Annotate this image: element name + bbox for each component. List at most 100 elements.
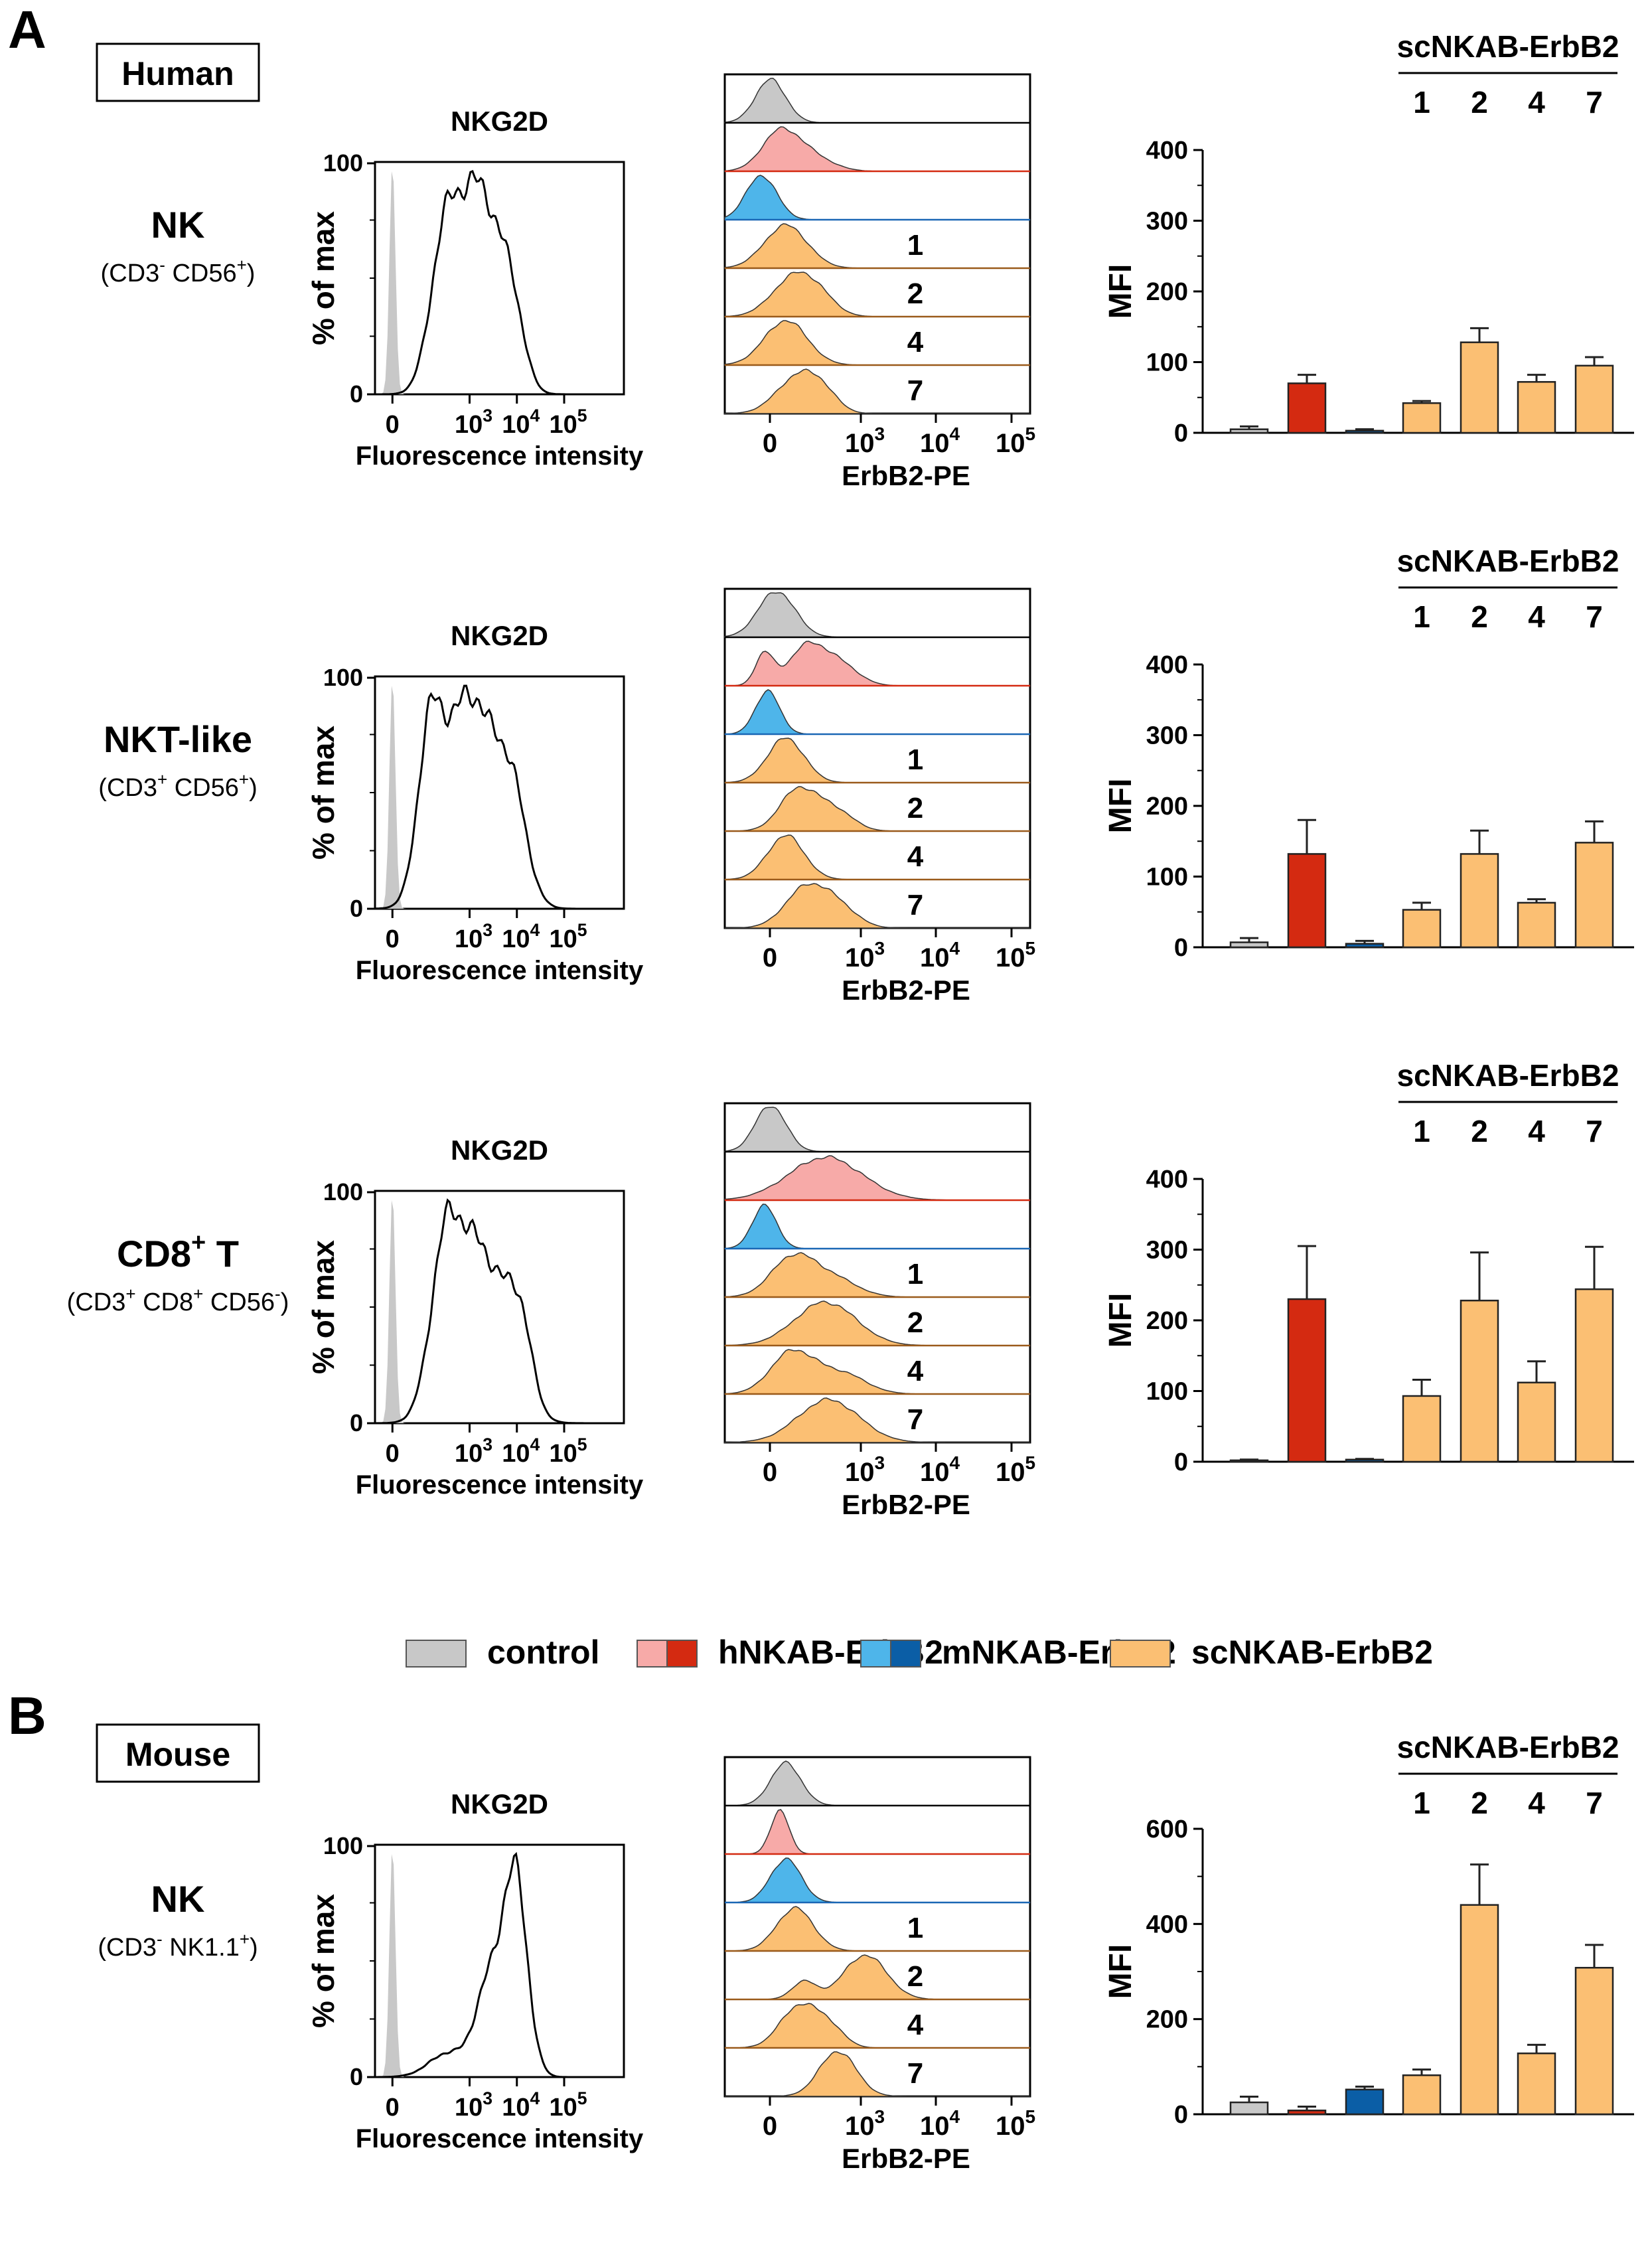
group-number-label: 7 (1586, 1786, 1603, 1820)
bar-4 (1517, 2053, 1556, 2116)
stack-histogram-hnkab (725, 641, 1030, 686)
group-number-label: 1 (1413, 85, 1430, 119)
bar-hNKAB-ErbB2 (1287, 2110, 1327, 2116)
stack-lane-label: 1 (907, 1258, 923, 1290)
cell-type-label: NK (151, 1878, 205, 1920)
mfi-y-label: MFI (1103, 264, 1138, 319)
species-label-human: Human (121, 55, 234, 92)
mfi-y-label: MFI (1103, 1293, 1138, 1348)
x-tick-label: 103 (845, 1452, 885, 1487)
y-tick-label: 100 (323, 149, 363, 177)
mfi-bar-chart: 0 100 200 300 400 MFI scNKAB-ErbB2 1 2 4 7 (1103, 1058, 1634, 1476)
stack-histogram-sc-4 (724, 320, 1030, 366)
histogram-y-label: % of max (306, 1240, 340, 1374)
x-tick-label: 105 (996, 938, 1035, 972)
histogram-title: NKG2D (451, 106, 548, 137)
group-number-label: 4 (1528, 1786, 1545, 1820)
group-number-label: 2 (1471, 1114, 1488, 1148)
stack-histogram-sc-1 (724, 737, 1030, 783)
group-number-label: 4 (1528, 1114, 1545, 1148)
legend-item-scNKAB-ErbB2: scNKAB-ErbB2 (1110, 1634, 1433, 1671)
x-tick-label: 105 (549, 406, 587, 439)
x-tick-label: 0 (763, 1458, 777, 1487)
legend-swatch-light (860, 1640, 891, 1668)
y-tick-label: 0 (1174, 2101, 1188, 2129)
y-tick-label: 300 (1146, 1237, 1188, 1265)
x-tick-label: 105 (996, 2106, 1035, 2141)
x-tick-label: 0 (386, 1440, 400, 1468)
gating-label: (CD3+ CD56+) (98, 769, 257, 802)
stack-histogram-hnkab (725, 1809, 1030, 1855)
x-tick-label: 105 (996, 1452, 1035, 1487)
species-box-mouse (96, 1723, 260, 1783)
y-tick-label: 100 (1146, 1378, 1188, 1406)
legend-label: scNKAB-ErbB2 (1191, 1634, 1433, 1671)
group-number-label: 4 (1528, 85, 1545, 119)
cell-type-label: NKT-like (104, 718, 252, 760)
bar-hNKAB-ErbB2 (1287, 853, 1327, 949)
species-box-human (96, 42, 260, 102)
legend-swatch-light (637, 1640, 668, 1668)
nkg2d-histogram-line (374, 684, 624, 910)
panel-a-letter: A (8, 0, 46, 59)
x-tick-label: 104 (920, 1452, 960, 1487)
y-tick-label: 600 (1146, 1816, 1188, 1843)
mfi-y-label: MFI (1103, 1944, 1138, 1999)
stack-histogram-hnkab (724, 126, 1030, 172)
bar-4 (1517, 381, 1556, 434)
bar-7 (1574, 1288, 1614, 1463)
group-label: scNKAB-ErbB2 (1397, 1730, 1619, 1764)
x-tick-label: 104 (502, 2088, 540, 2122)
group-number-label: 4 (1528, 599, 1545, 634)
y-tick-label: 100 (1146, 349, 1188, 377)
x-tick-label: 103 (455, 920, 492, 953)
stack-histogram-sc-7 (724, 883, 1030, 929)
legend-swatch (406, 1640, 467, 1668)
stack-histogram-sc-2 (724, 1300, 1030, 1346)
bar-control (1229, 941, 1269, 949)
control-histogram (375, 1200, 624, 1423)
x-tick-label: 103 (845, 424, 885, 458)
x-tick-label: 0 (763, 429, 777, 458)
species-label-mouse: Mouse (125, 1736, 230, 1773)
stack-histogram-mnkab (724, 1203, 1030, 1249)
bar-control (1229, 2101, 1269, 2116)
x-tick-label: 104 (502, 406, 540, 439)
stack-histogram-sc-1 (724, 1906, 1030, 1952)
stack-lane-label: 1 (907, 229, 923, 262)
stack-lane-label: 4 (907, 326, 924, 358)
stack-x-label: ErbB2-PE (842, 1489, 970, 1520)
stack-histogram-sc-4 (725, 2003, 1030, 2049)
gating-label: (CD3- NK1.1+) (98, 1929, 258, 1962)
y-tick-label: 0 (1174, 934, 1188, 962)
bar-1 (1402, 2074, 1442, 2116)
group-number-label: 7 (1586, 599, 1603, 634)
stack-histogram-mnkab (725, 1857, 1030, 1903)
stack-lane-label: 7 (907, 374, 923, 407)
bar-1 (1402, 1395, 1442, 1463)
x-tick-label: 0 (386, 411, 400, 439)
stack-histogram-sc-7 (725, 2051, 1030, 2097)
x-tick-label: 104 (920, 2106, 960, 2141)
stack-lane-label: 7 (907, 2057, 923, 2090)
stack-histogram-sc-4 (724, 834, 1030, 880)
x-tick-label: 103 (845, 2106, 885, 2141)
stack-histogram-control (724, 592, 1030, 638)
y-tick-label: 100 (323, 1832, 363, 1859)
stack-histogram-mnkab (724, 689, 1030, 735)
x-tick-label: 103 (455, 2088, 492, 2122)
y-tick-label: 200 (1146, 278, 1188, 306)
y-tick-label: 400 (1146, 651, 1188, 679)
x-tick-label: 105 (549, 2088, 587, 2122)
x-tick-label: 0 (763, 2112, 777, 2141)
gating-label: (CD3- CD56+) (101, 255, 256, 287)
bar-hNKAB-ErbB2 (1287, 1298, 1327, 1463)
y-tick-label: 0 (350, 380, 363, 408)
mfi-bar-chart: 0 100 200 300 400 MFI scNKAB-ErbB2 1 2 4 7 (1103, 29, 1634, 447)
histogram-title: NKG2D (451, 1134, 548, 1166)
panel-b-header: B Mouse (8, 1686, 260, 1783)
stack-histogram-sc-4 (724, 1349, 1030, 1395)
